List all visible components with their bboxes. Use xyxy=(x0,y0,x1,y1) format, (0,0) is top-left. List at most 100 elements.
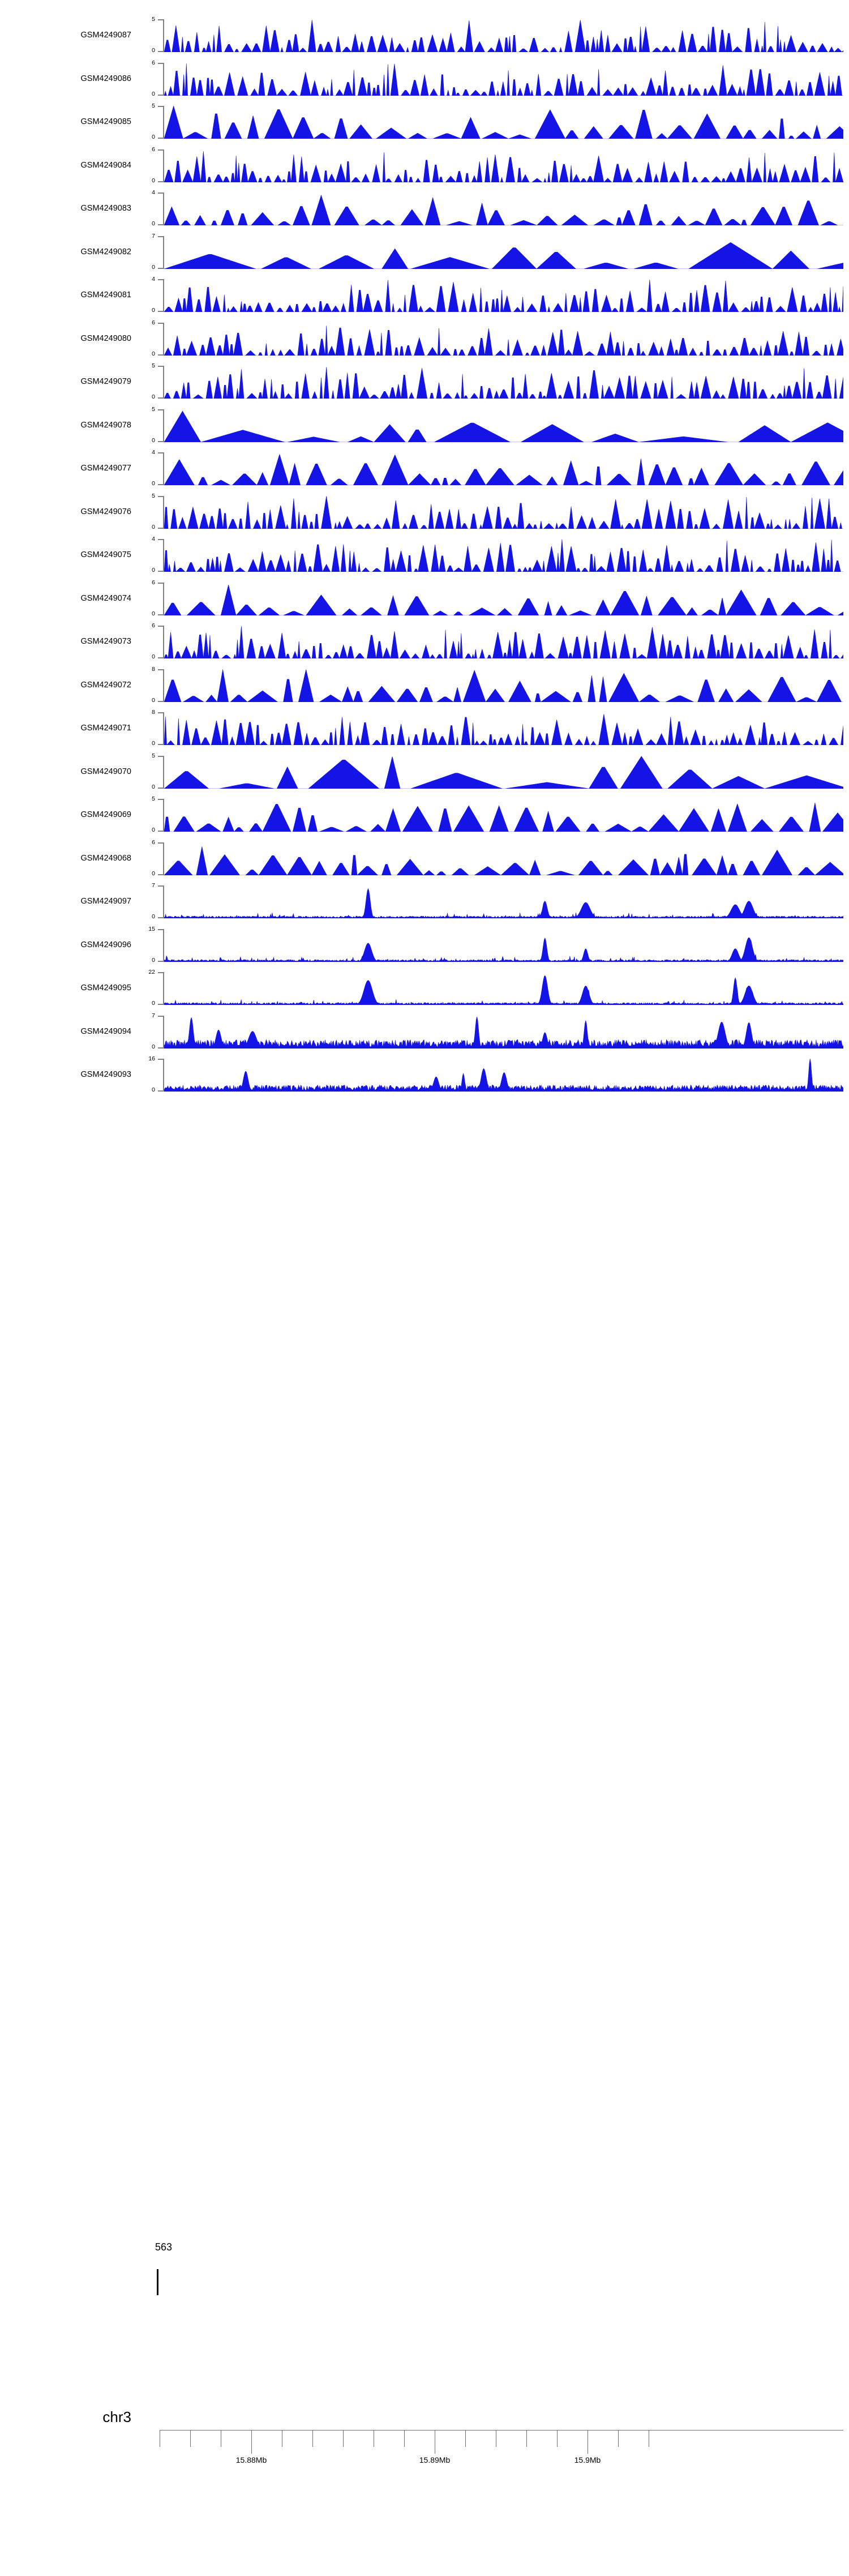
y-axis-line xyxy=(163,409,164,442)
coverage-plot-area[interactable] xyxy=(164,279,843,312)
coverage-plot-area[interactable] xyxy=(164,626,843,658)
coverage-track[interactable]: GSM4249069 5 0 xyxy=(0,796,849,833)
track-label: GSM4249074 xyxy=(80,593,131,603)
y-axis-max-label: 4 xyxy=(152,449,155,456)
y-axis-tick-top xyxy=(158,712,164,713)
coverage-track[interactable]: GSM4249095 22 0 xyxy=(0,969,849,1006)
coverage-area-path xyxy=(164,539,843,572)
coverage-area-svg xyxy=(164,453,843,485)
coverage-plot-area[interactable] xyxy=(164,755,843,789)
y-axis-line xyxy=(163,928,164,962)
coverage-track[interactable]: GSM4249073 6 0 xyxy=(0,623,849,660)
coverage-plot-area[interactable] xyxy=(164,149,843,182)
coverage-track[interactable]: GSM4249097 7 0 xyxy=(0,883,849,919)
coverage-track[interactable]: GSM4249087 5 0 xyxy=(0,16,849,53)
coverage-track[interactable]: GSM4249074 6 0 xyxy=(0,579,849,617)
y-axis-min-label: 0 xyxy=(152,523,155,530)
ruler-tick-minor xyxy=(557,2430,558,2447)
coverage-plot-area[interactable] xyxy=(164,539,843,572)
coverage-plot-area[interactable] xyxy=(164,799,843,832)
coverage-area-svg xyxy=(164,106,843,139)
track-label: GSM4249084 xyxy=(80,160,131,170)
coverage-plot-area[interactable] xyxy=(164,106,843,139)
y-axis-line xyxy=(163,842,164,875)
coverage-track[interactable]: GSM4249084 6 0 xyxy=(0,146,849,183)
y-axis-tick-bottom xyxy=(158,874,164,875)
coverage-track[interactable]: GSM4249085 5 0 xyxy=(0,103,849,140)
coverage-track[interactable]: GSM4249080 6 0 xyxy=(0,319,849,357)
chromosome-label: chr3 xyxy=(102,2408,131,2425)
coverage-track[interactable]: GSM4249077 4 0 xyxy=(0,449,849,486)
coverage-track[interactable]: GSM4249072 8 0 xyxy=(0,666,849,703)
coverage-track[interactable]: GSM4249068 6 0 xyxy=(0,839,849,876)
coverage-track[interactable]: GSM4249094 7 0 xyxy=(0,1012,849,1050)
coverage-plot-area[interactable] xyxy=(164,929,843,962)
coverage-plot-area[interactable] xyxy=(164,669,843,702)
track-label: GSM4249077 xyxy=(80,464,131,473)
y-axis-tick-bottom xyxy=(158,267,164,269)
y-axis-max-label: 6 xyxy=(152,579,155,586)
track-label: GSM4249073 xyxy=(80,637,131,646)
y-axis-tick-bottom xyxy=(158,787,164,789)
coverage-plot-area[interactable] xyxy=(164,192,843,225)
coverage-track[interactable]: GSM4249071 8 0 xyxy=(0,709,849,746)
coverage-plot-area[interactable] xyxy=(164,885,843,918)
coverage-area-svg xyxy=(164,714,843,745)
coverage-track[interactable]: GSM4249082 7 0 xyxy=(0,233,849,270)
coverage-area-path xyxy=(164,888,843,918)
coverage-plot-area[interactable] xyxy=(164,583,843,615)
coverage-track[interactable]: GSM4249096 15 0 xyxy=(0,925,849,963)
ruler-tick-minor xyxy=(312,2430,313,2447)
coverage-plot-area[interactable] xyxy=(164,19,843,52)
coverage-plot-area[interactable] xyxy=(164,842,843,875)
coverage-plot-area[interactable] xyxy=(164,452,843,485)
coverage-area-svg xyxy=(164,20,843,52)
coverage-plot-area[interactable] xyxy=(164,1016,843,1049)
coverage-plot-area[interactable] xyxy=(164,972,843,1005)
coverage-area-svg xyxy=(164,325,843,356)
y-axis-max-label: 8 xyxy=(152,709,155,716)
coverage-track[interactable]: GSM4249093 16 0 xyxy=(0,1056,849,1093)
coverage-plot-area[interactable] xyxy=(164,63,843,96)
coverage-plot-area[interactable] xyxy=(164,495,843,529)
coverage-track[interactable]: GSM4249083 4 0 xyxy=(0,190,849,226)
coverage-area-svg xyxy=(164,669,843,702)
coverage-track[interactable]: GSM4249075 4 0 xyxy=(0,536,849,573)
coverage-track[interactable]: GSM4249086 6 0 xyxy=(0,59,849,97)
track-label: GSM4249068 xyxy=(80,853,131,863)
coverage-area-path xyxy=(164,106,843,139)
gene-annotation-mark xyxy=(157,2269,158,2295)
y-axis-tick-top xyxy=(158,1015,164,1017)
track-label: GSM4249094 xyxy=(80,1026,131,1036)
track-label: GSM4249096 xyxy=(80,940,131,949)
coverage-plot-area[interactable] xyxy=(164,323,843,356)
y-axis-max-label: 22 xyxy=(148,969,155,975)
track-label: GSM4249080 xyxy=(80,333,131,343)
y-axis-min-label: 0 xyxy=(152,827,155,833)
coverage-track[interactable]: GSM4249070 5 0 xyxy=(0,752,849,790)
y-axis-tick-bottom xyxy=(158,1004,164,1005)
coverage-plot-area[interactable] xyxy=(164,236,843,269)
coverage-plot-area[interactable] xyxy=(164,1059,843,1092)
coverage-area-svg xyxy=(164,539,843,572)
coverage-track[interactable]: GSM4249076 5 0 xyxy=(0,493,849,530)
coverage-area-path xyxy=(164,1016,843,1049)
track-label: GSM4249079 xyxy=(80,377,131,386)
coverage-plot-area[interactable] xyxy=(164,409,843,442)
coverage-plot-area[interactable] xyxy=(164,712,843,745)
coverage-area-svg xyxy=(164,803,843,832)
coverage-track[interactable]: GSM4249078 5 0 xyxy=(0,406,849,443)
y-axis-min-label: 0 xyxy=(152,90,155,97)
coverage-track[interactable]: GSM4249079 5 0 xyxy=(0,363,849,400)
ruler-tick-minor xyxy=(190,2430,191,2447)
y-axis-max-label: 15 xyxy=(148,925,155,932)
y-axis-tick-top xyxy=(158,626,164,627)
y-axis-tick-bottom xyxy=(158,960,164,962)
coverage-plot-area[interactable] xyxy=(164,366,843,399)
y-axis-line xyxy=(163,106,164,139)
coverage-track[interactable]: GSM4249081 4 0 xyxy=(0,276,849,313)
